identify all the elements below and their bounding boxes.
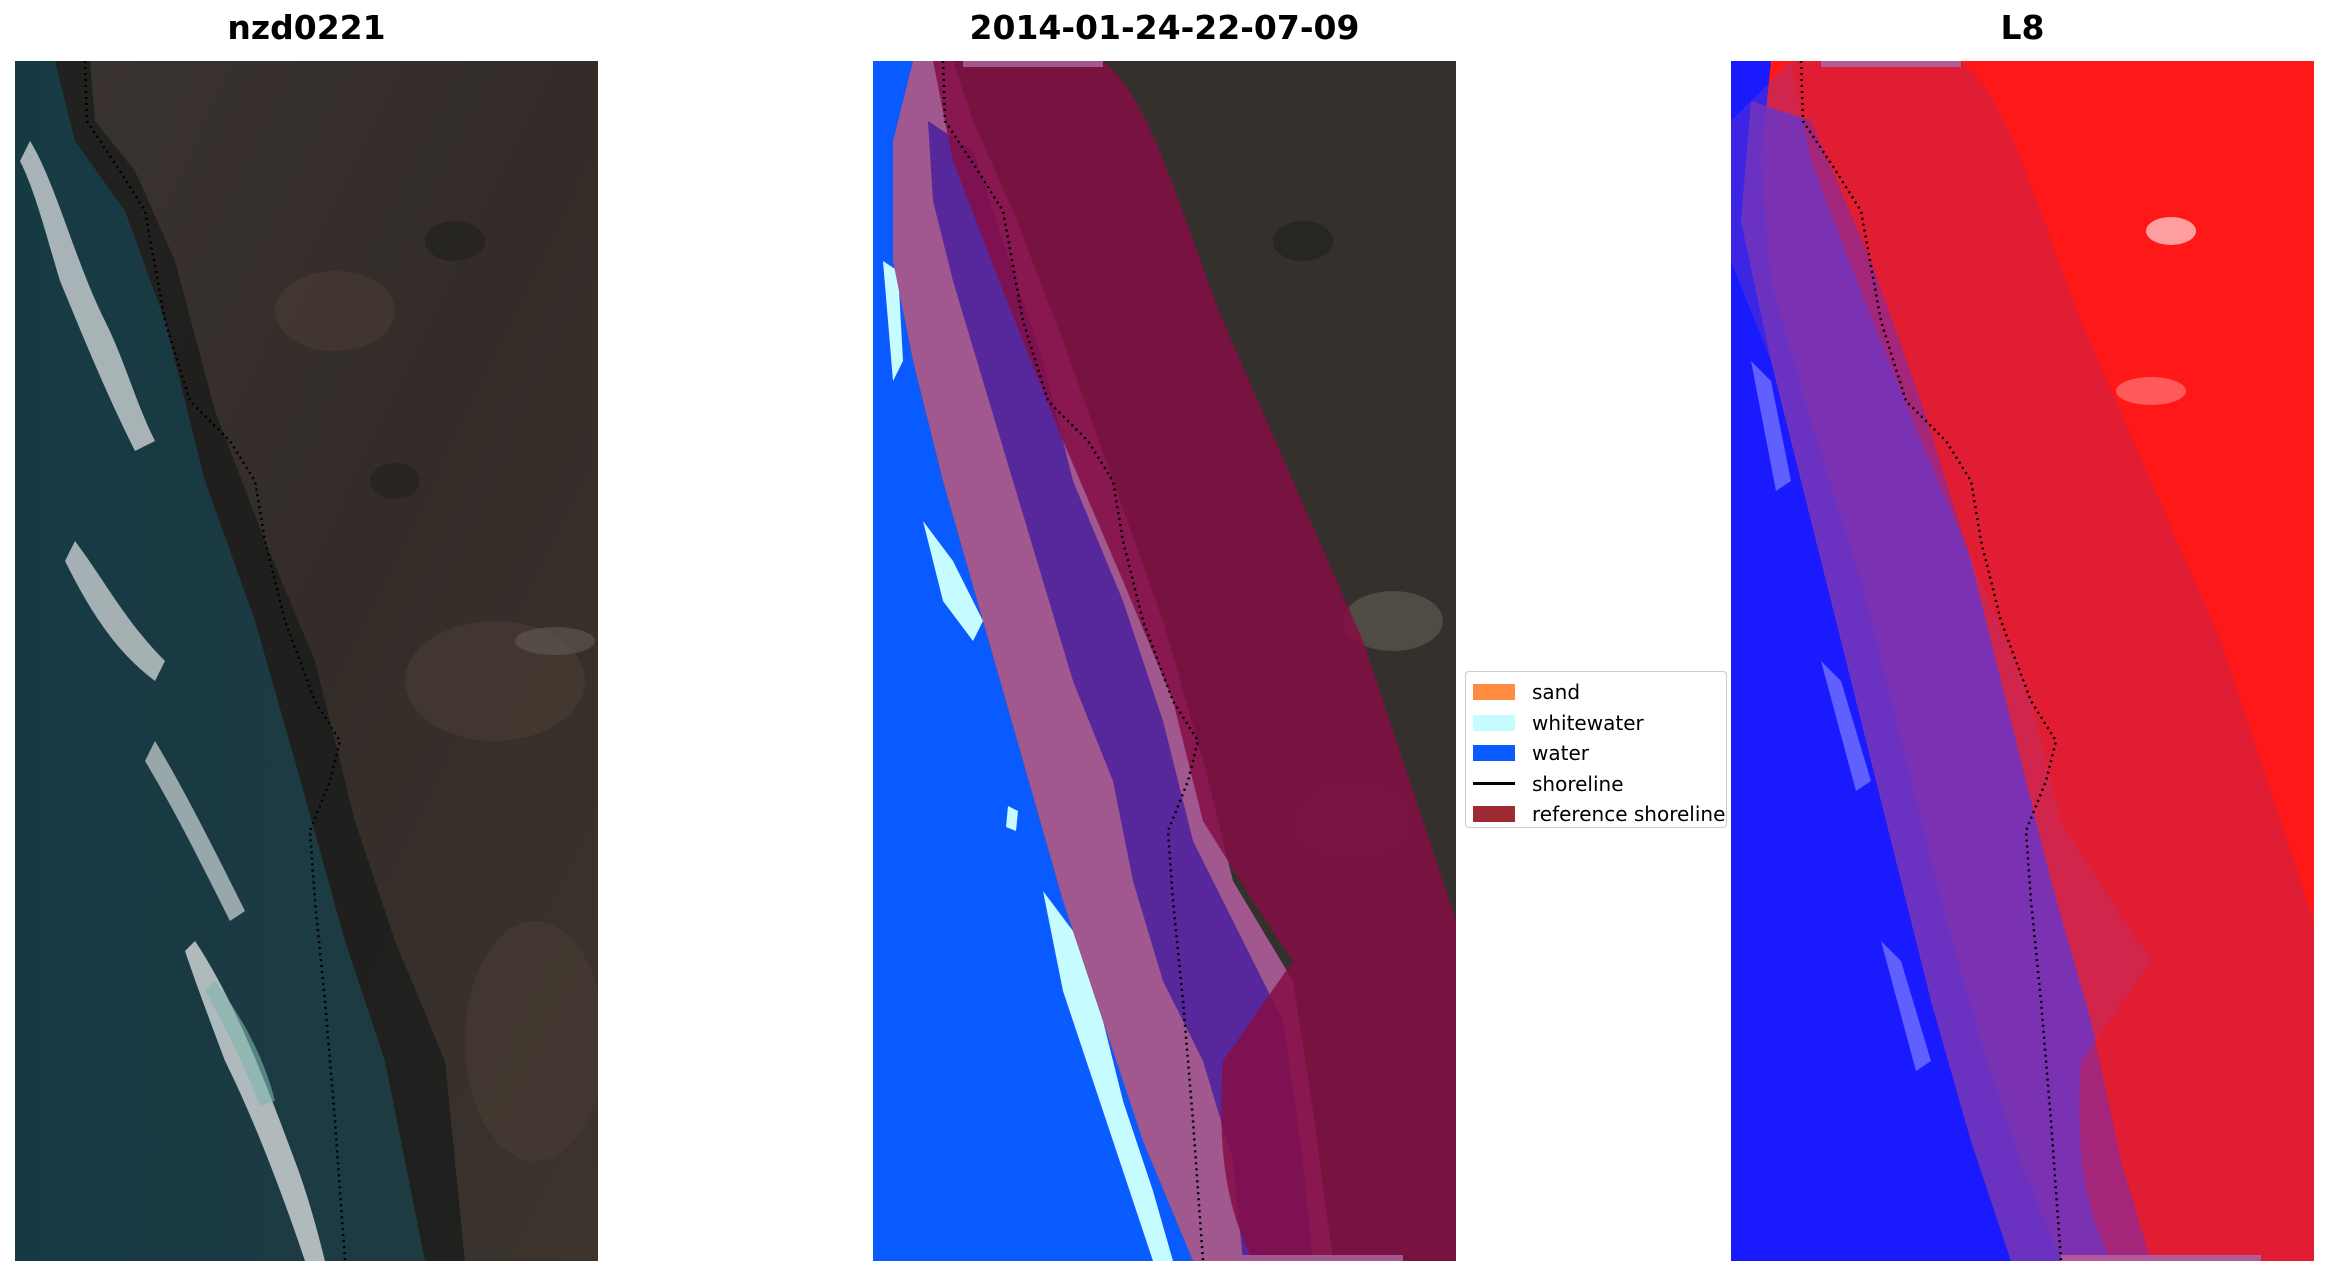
index-image bbox=[1731, 61, 2314, 1261]
legend-line-shoreline bbox=[1473, 782, 1515, 786]
legend-entry-whitewater: whitewater bbox=[1466, 708, 1726, 739]
rgb-satellite-image bbox=[15, 61, 598, 1261]
shoreline-trace bbox=[941, 61, 1205, 1261]
legend-label: water bbox=[1532, 741, 1589, 766]
legend-label: reference shoreline bbox=[1532, 802, 1726, 827]
classified-image bbox=[873, 61, 1456, 1261]
legend-label: shoreline bbox=[1532, 771, 1624, 796]
legend-label: sand bbox=[1532, 680, 1581, 705]
panel-title-index: L8 bbox=[2000, 8, 2045, 47]
legend-label: whitewater bbox=[1532, 710, 1644, 735]
panel-title-rgb: nzd0221 bbox=[227, 8, 386, 47]
shoreline-trace bbox=[1799, 61, 2063, 1261]
legend-swatch-water bbox=[1473, 745, 1515, 762]
legend-swatch-sand bbox=[1473, 684, 1515, 701]
panel-title-classified: 2014-01-24-22-07-09 bbox=[969, 8, 1360, 47]
shoreline-trace bbox=[83, 61, 347, 1261]
legend: sand whitewater water shoreline referenc… bbox=[1465, 671, 1727, 828]
legend-entry-sand: sand bbox=[1466, 677, 1726, 708]
legend-swatch-reference-shoreline bbox=[1473, 806, 1515, 823]
legend-entry-reference-shoreline: reference shoreline bbox=[1466, 799, 1726, 830]
water-region bbox=[873, 61, 1193, 1261]
legend-swatch-whitewater bbox=[1473, 714, 1515, 731]
negative-index-region bbox=[1731, 61, 2061, 1261]
legend-entry-water: water bbox=[1466, 738, 1726, 769]
reference-shoreline-buffer bbox=[933, 61, 1456, 1261]
legend-entry-shoreline: shoreline bbox=[1466, 769, 1726, 800]
